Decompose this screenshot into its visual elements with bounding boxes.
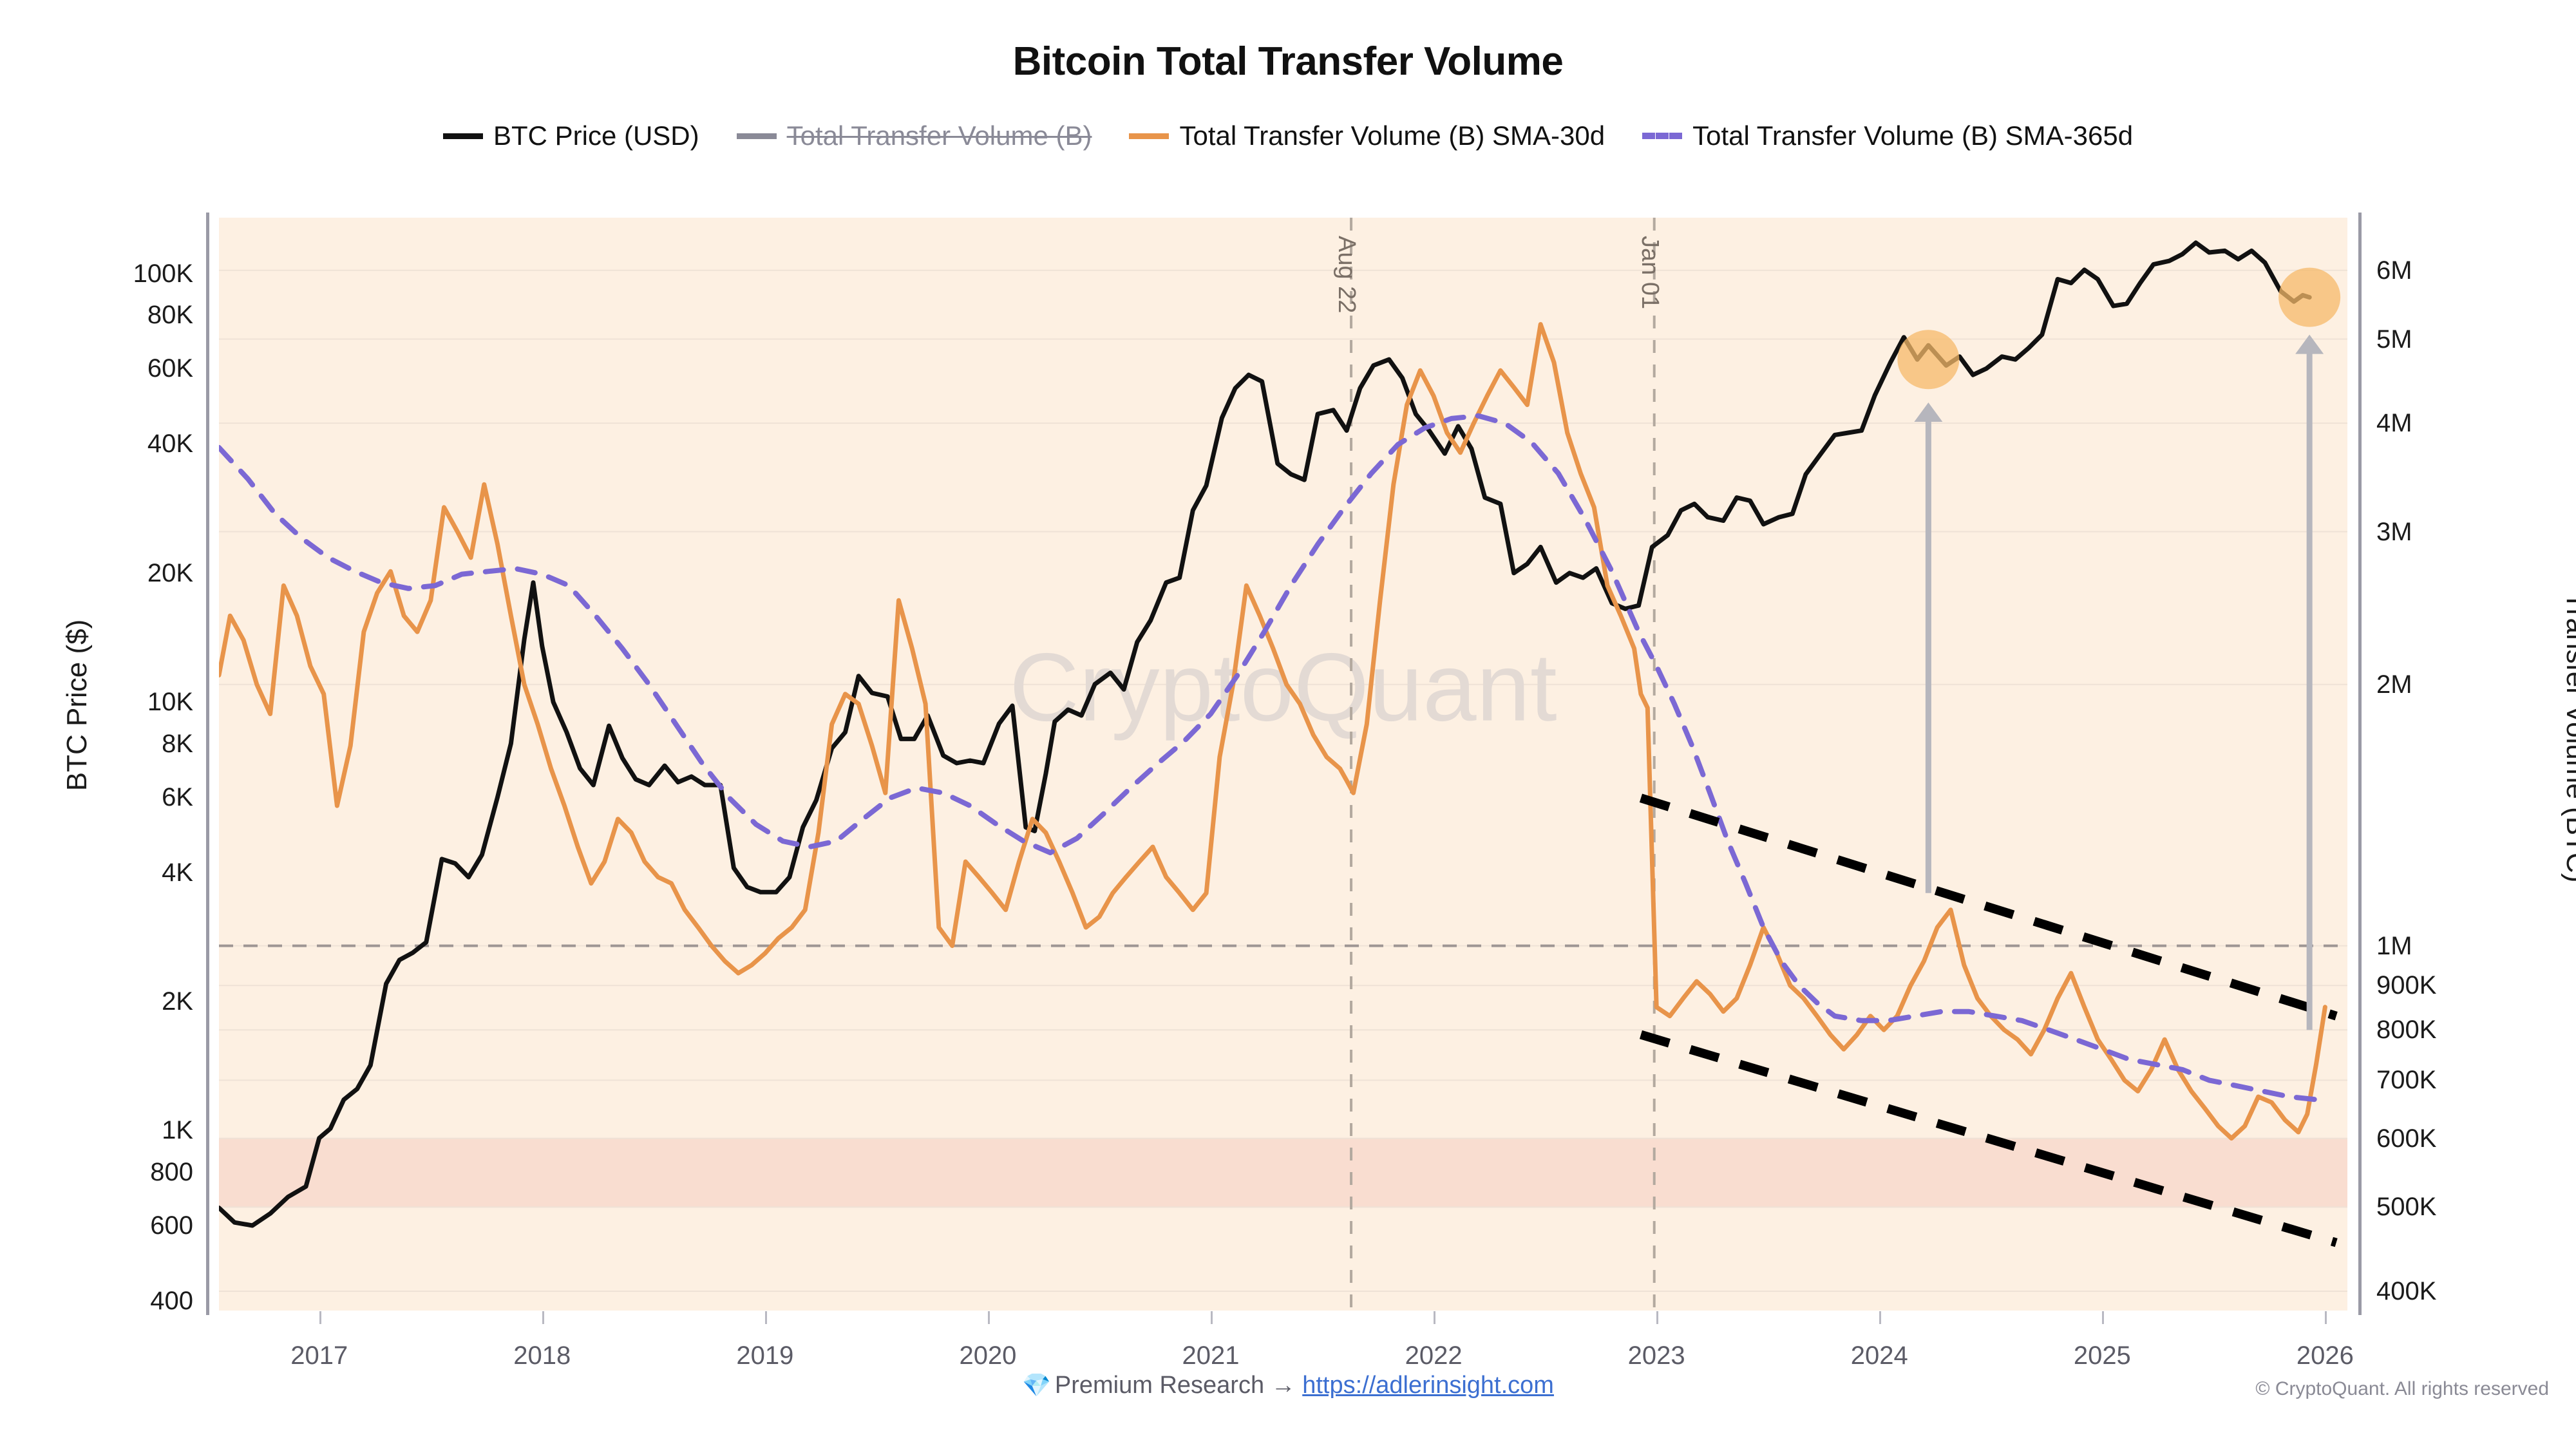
x-tick-mark (2325, 1311, 2327, 1324)
legend-item-2[interactable]: Total Transfer Volume (B) SMA-30d (1129, 122, 1605, 149)
highlight-2024 (1897, 330, 1960, 390)
right-axis-spine (2358, 213, 2362, 1315)
left-tick-label: 8K (162, 729, 193, 758)
right-tick-label: 500K (2376, 1193, 2437, 1222)
legend-item-3[interactable]: Total Transfer Volume (B) SMA-365d (1642, 122, 2133, 149)
watermark: CryptoQuant (1009, 633, 1557, 741)
legend-item-0[interactable]: BTC Price (USD) (442, 120, 699, 151)
legend-item-label: Total Transfer Volume (B) (786, 120, 1092, 151)
x-tick-mark (987, 1311, 990, 1324)
x-tick-label: 2017 (290, 1341, 348, 1370)
x-tick-label: 2022 (1405, 1341, 1463, 1370)
right-tick-label: 600K (2376, 1124, 2437, 1153)
right-tick-label: 6M (2376, 256, 2412, 285)
x-tick-mark (2102, 1311, 2105, 1324)
legend-item-label: BTC Price (USD) (493, 120, 699, 151)
right-tick-label: 3M (2376, 517, 2412, 546)
arrow-2024-head (1914, 402, 1943, 422)
price-highlight-band (219, 1138, 2347, 1208)
copyright-notice: © CryptoQuant. All rights reserved (2255, 1378, 2549, 1399)
x-tick-mark (1211, 1311, 1213, 1324)
adlerinsight-link[interactable]: https://adlerinsight.com (1302, 1372, 1554, 1399)
left-tick-label: 60K (147, 354, 193, 383)
x-tick-label: 2020 (959, 1341, 1017, 1370)
chart-canvas: CryptoQuant (219, 218, 2347, 1311)
arrow-2026-head (2295, 334, 2324, 354)
x-tick-mark (1656, 1311, 1659, 1324)
left-tick-label: 80K (147, 301, 193, 330)
chart-legend[interactable]: BTC Price (USD) Total Transfer Volume (B)… (0, 122, 2576, 149)
left-tick-label: 100K (133, 259, 193, 288)
right-tick-label: 5M (2376, 325, 2412, 354)
left-tick-label: 800 (150, 1157, 193, 1186)
legend-item-label: Total Transfer Volume (B) SMA-30d (1179, 120, 1605, 151)
premium-research-label: Premium Research → (1054, 1372, 1303, 1399)
right-tick-label: 800K (2376, 1016, 2437, 1045)
plot-background (219, 218, 2347, 1311)
left-tick-label: 600 (150, 1211, 193, 1240)
legend-swatch-icon (1129, 133, 1170, 139)
legend-swatch-icon (1642, 133, 1683, 139)
highlight-2026 (2278, 267, 2341, 327)
vline-label-0: Aug 22 (1333, 236, 1361, 314)
right-tick-label: 900K (2376, 971, 2437, 1000)
right-axis-title: Transfer Volume (BTC) (2561, 592, 2576, 883)
x-tick-label: 2019 (736, 1341, 794, 1370)
x-tick-label: 2021 (1182, 1341, 1240, 1370)
legend-swatch-icon (442, 133, 483, 139)
right-tick-label: 1M (2376, 931, 2412, 960)
left-tick-label: 40K (147, 430, 193, 459)
x-tick-mark (542, 1311, 544, 1324)
left-tick-label: 1K (162, 1116, 193, 1145)
right-tick-label: 400K (2376, 1276, 2437, 1305)
right-tick-label: 2M (2376, 670, 2412, 699)
left-tick-label: 400 (150, 1287, 193, 1316)
legend-item-1[interactable]: Total Transfer Volume (B) (736, 120, 1092, 151)
right-tick-label: 4M (2376, 409, 2412, 438)
x-tick-label: 2023 (1627, 1341, 1685, 1370)
page-title: Bitcoin Total Transfer Volume (1012, 39, 1564, 84)
vline-label-1: Jan 01 (1636, 236, 1663, 310)
x-tick-label: 2025 (2073, 1341, 2131, 1370)
x-tick-label: 2024 (1850, 1341, 1908, 1370)
series-line-1 (219, 322, 2327, 1141)
x-tick-label: 2018 (513, 1341, 571, 1370)
left-tick-label: 4K (162, 858, 193, 887)
series-line-0 (219, 240, 2312, 1228)
x-tick-mark (1879, 1311, 1882, 1324)
x-tick-mark (764, 1311, 767, 1324)
series-line-2 (219, 413, 2328, 1105)
channel-upper (1639, 793, 2338, 1021)
left-tick-label: 6K (162, 782, 193, 811)
left-axis-spine (206, 213, 209, 1315)
legend-swatch-icon (736, 133, 777, 139)
channel-lower (1639, 1030, 2338, 1247)
gem-icon: 💎 (1022, 1372, 1051, 1398)
x-tick-mark (1434, 1311, 1436, 1324)
plot-area[interactable]: CryptoQuant (219, 218, 2347, 1311)
x-tick-label: 2026 (2296, 1341, 2354, 1370)
left-tick-label: 10K (147, 688, 193, 717)
left-tick-label: 2K (162, 987, 193, 1016)
x-tick-mark (319, 1311, 321, 1324)
legend-item-label: Total Transfer Volume (B) SMA-365d (1692, 120, 2134, 151)
right-tick-label: 700K (2376, 1066, 2437, 1095)
left-tick-label: 20K (147, 558, 193, 587)
footer-premium-research[interactable]: 💎 Premium Research → https://adlerinsight… (0, 1372, 2576, 1399)
